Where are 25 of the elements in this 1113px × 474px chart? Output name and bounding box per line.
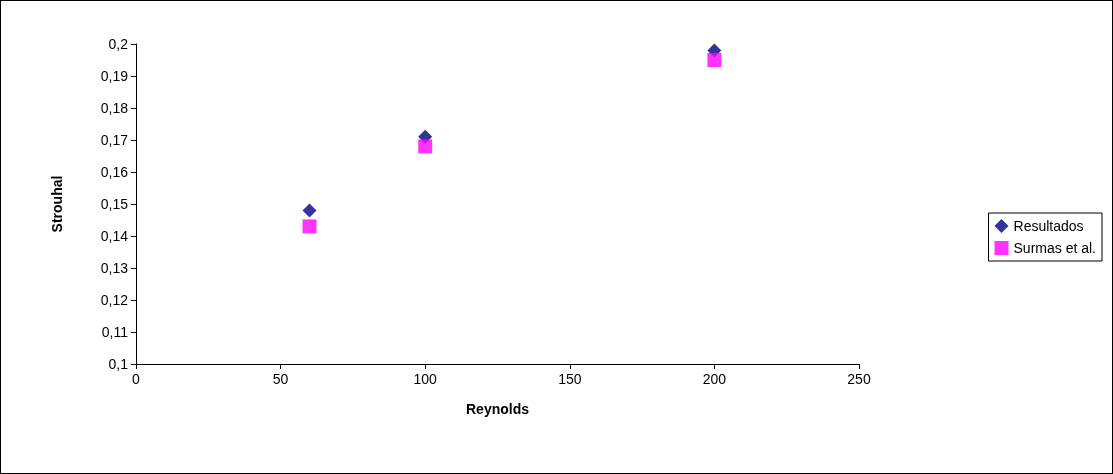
point bbox=[302, 219, 317, 234]
point bbox=[418, 139, 433, 154]
y-tick-label: 0,16 bbox=[100, 164, 129, 180]
legend-label: Resultados bbox=[1013, 218, 1084, 234]
y-tick-label: 0,12 bbox=[100, 292, 129, 308]
y-tick-label: 0,1 bbox=[108, 356, 129, 372]
x-tick-label: 0 bbox=[132, 371, 141, 387]
x-tick-label: 250 bbox=[847, 371, 871, 387]
y-tick-label: 0,19 bbox=[100, 68, 129, 84]
legend-label: Surmas et al. bbox=[1013, 240, 1097, 256]
x-axis-title: Reynolds bbox=[465, 401, 530, 417]
y-tick-label: 0,15 bbox=[100, 196, 129, 212]
y-tick-label: 0,13 bbox=[100, 260, 129, 276]
x-tick-label: 100 bbox=[413, 371, 438, 387]
x-tick-label: 50 bbox=[272, 371, 289, 387]
y-tick-label: 0,17 bbox=[100, 132, 129, 148]
y-tick-label: 0,11 bbox=[101, 324, 129, 340]
point bbox=[707, 53, 722, 67]
y-axis-title: Strouhal bbox=[49, 175, 65, 233]
y-tick-label: 0,14 bbox=[100, 228, 129, 244]
x-tick-label: 150 bbox=[558, 371, 582, 387]
point bbox=[302, 203, 317, 218]
y-tick-label: 0,2 bbox=[108, 36, 129, 52]
y-tick-label: 0,18 bbox=[100, 100, 129, 116]
x-tick-label: 200 bbox=[702, 371, 727, 387]
